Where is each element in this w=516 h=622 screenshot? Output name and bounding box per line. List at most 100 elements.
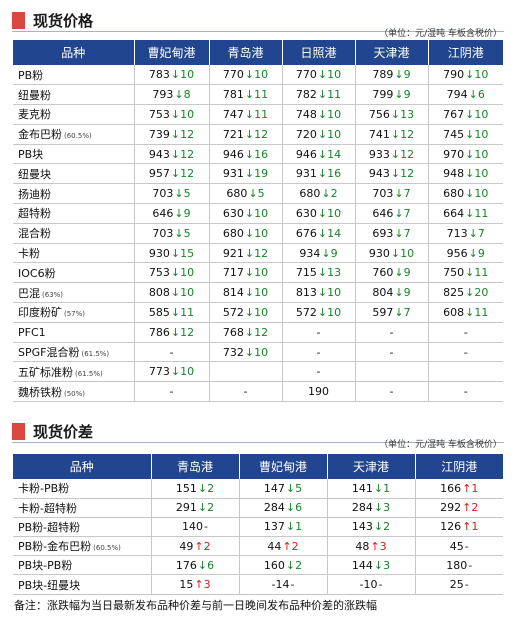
row-grade-note: (61.5%) (81, 350, 110, 359)
price-cell: 789↓9 (355, 65, 429, 86)
change-value: 10 (474, 187, 489, 201)
price-cell: 770↓10 (282, 65, 356, 86)
row-name: PB块-纽曼块 (18, 578, 81, 592)
arrow-down-icon: ↓ (373, 558, 384, 572)
price-value: 782 (295, 88, 317, 102)
arrow-down-icon: ↓ (465, 147, 475, 161)
change-value: 12 (180, 167, 195, 181)
price-cell: 717↓10 (209, 262, 283, 284)
price-value: 292 (440, 501, 462, 515)
price-value: 948 (443, 167, 465, 181)
arrow-down-icon: ↓ (174, 226, 184, 240)
row-name: 纽曼块 (18, 167, 51, 181)
table-row: PB块 943↓12 946↓16 946↓14 933↓12 970↓10 (13, 144, 503, 165)
row-label: 魏桥铁粉 (50%) (13, 381, 135, 403)
row-label: 超特粉 (13, 203, 135, 224)
table-row: 金布巴粉 (60.5%) 739↓12 721↓12 720↓10 741↓12 745↓1… (13, 124, 503, 145)
table-row: SPGF混合粉 (61.5%) - 732↓10 - - - (13, 342, 503, 363)
footnote: 备注：涨跌幅为当日最新发布品种价差与前一日晚间发布品种价差的涨跌幅 (14, 599, 377, 612)
arrow-down-icon: ↓ (244, 68, 255, 82)
arrow-down-icon: ↓ (317, 206, 328, 220)
price-cell: 608↓11 (428, 302, 503, 323)
price-value: 748 (295, 107, 317, 121)
price-value: 741 (368, 127, 390, 141)
change-value: 9 (403, 266, 411, 280)
change-value: 11 (254, 107, 269, 121)
arrow-down-icon: ↓ (285, 520, 296, 534)
row-name: 超特粉 (18, 207, 51, 221)
price-value: 770 (222, 68, 244, 82)
price-value: 825 (443, 286, 465, 300)
price-cell: 808↓10 (134, 282, 210, 304)
arrow-down-icon: ↓ (244, 127, 255, 141)
price-cell (428, 361, 503, 383)
no-change-dash: - (290, 578, 295, 592)
price-value: 291 (175, 501, 197, 515)
spot-spread-table: 品种 青岛港 曹妃甸港 天津港 江阴港 卡粉-PB粉 151↓2 147↓5 141↓1 166… (13, 454, 503, 595)
price-value: 745 (443, 127, 465, 141)
table-row: 五矿标准粉 (61.5%) 773↓10- (13, 361, 503, 383)
change-value: 2 (383, 520, 391, 534)
change-value: 10 (254, 266, 269, 280)
change-value: 10 (180, 266, 195, 280)
change-value: 9 (477, 246, 485, 260)
price-cell: 934↓9 (282, 243, 356, 264)
price-value: - (463, 325, 468, 339)
price-value: 126 (440, 520, 462, 534)
price-cell: 45 - (415, 536, 503, 557)
price-value: -14 (271, 578, 290, 592)
change-value: 12 (254, 325, 269, 339)
price-value: 753 (148, 107, 170, 121)
arrow-down-icon: ↓ (394, 286, 404, 300)
price-cell: 137↓1 (239, 517, 328, 538)
price-cell: 943↓12 (355, 163, 429, 185)
arrow-down-icon: ↓ (170, 325, 181, 339)
arrow-down-icon: ↓ (170, 286, 181, 300)
change-value: 10 (180, 68, 195, 82)
arrow-down-icon: ↓ (321, 187, 331, 201)
column-header: 日照港 (282, 40, 356, 65)
arrow-down-icon: ↓ (394, 226, 404, 240)
spot-spread-unit: （单位：元/湿吨 车板含税价） (379, 440, 502, 450)
change-value: 9 (183, 206, 191, 220)
price-value: 44 (267, 539, 282, 553)
change-value: 16 (254, 147, 269, 161)
price-value: 768 (222, 325, 244, 339)
column-header: 品种 (13, 40, 135, 65)
change-value: 6 (207, 558, 215, 572)
price-cell: 180 - (415, 555, 503, 576)
price-value: 721 (222, 127, 244, 141)
arrow-down-icon: ↓ (465, 266, 475, 280)
change-value: 2 (207, 501, 215, 515)
price-cell: 745↓10 (428, 124, 503, 145)
row-name: PB粉-金布巴粉 (18, 540, 92, 554)
price-value: 147 (263, 481, 285, 495)
price-cell: 931↓19 (209, 163, 283, 185)
change-value: 9 (403, 88, 411, 102)
price-value: - (463, 385, 468, 399)
change-value: 11 (254, 88, 269, 102)
row-label: 印度粉矿 (57%) (13, 302, 135, 323)
price-cell: 141↓1 (327, 479, 416, 499)
price-value: 715 (295, 266, 317, 280)
price-value: 930 (368, 246, 390, 260)
price-value: 970 (443, 147, 465, 161)
price-cell: 291↓2 (151, 498, 240, 518)
section-divider (12, 442, 504, 443)
price-cell: 946↓16 (209, 144, 283, 165)
price-value: 680 (222, 226, 244, 240)
price-cell: 767↓10 (428, 104, 503, 125)
row-label: SPGF混合粉 (61.5%) (13, 342, 135, 363)
arrow-down-icon: ↓ (174, 206, 184, 220)
change-value: 10 (474, 68, 489, 82)
row-label: 金布巴粉 (60.5%) (13, 124, 135, 145)
price-cell: 739↓12 (134, 124, 210, 145)
price-value: 789 (372, 68, 394, 82)
arrow-down-icon: ↓ (373, 520, 384, 534)
change-value: 19 (254, 167, 269, 181)
price-cell: 44↑2 (239, 536, 328, 557)
change-value: 2 (291, 539, 299, 553)
change-value: 12 (180, 325, 195, 339)
price-value: 608 (443, 305, 465, 319)
table-row: 纽曼粉 793↓8 781↓11 782↓11 799↓9 794↓6 (13, 84, 503, 106)
